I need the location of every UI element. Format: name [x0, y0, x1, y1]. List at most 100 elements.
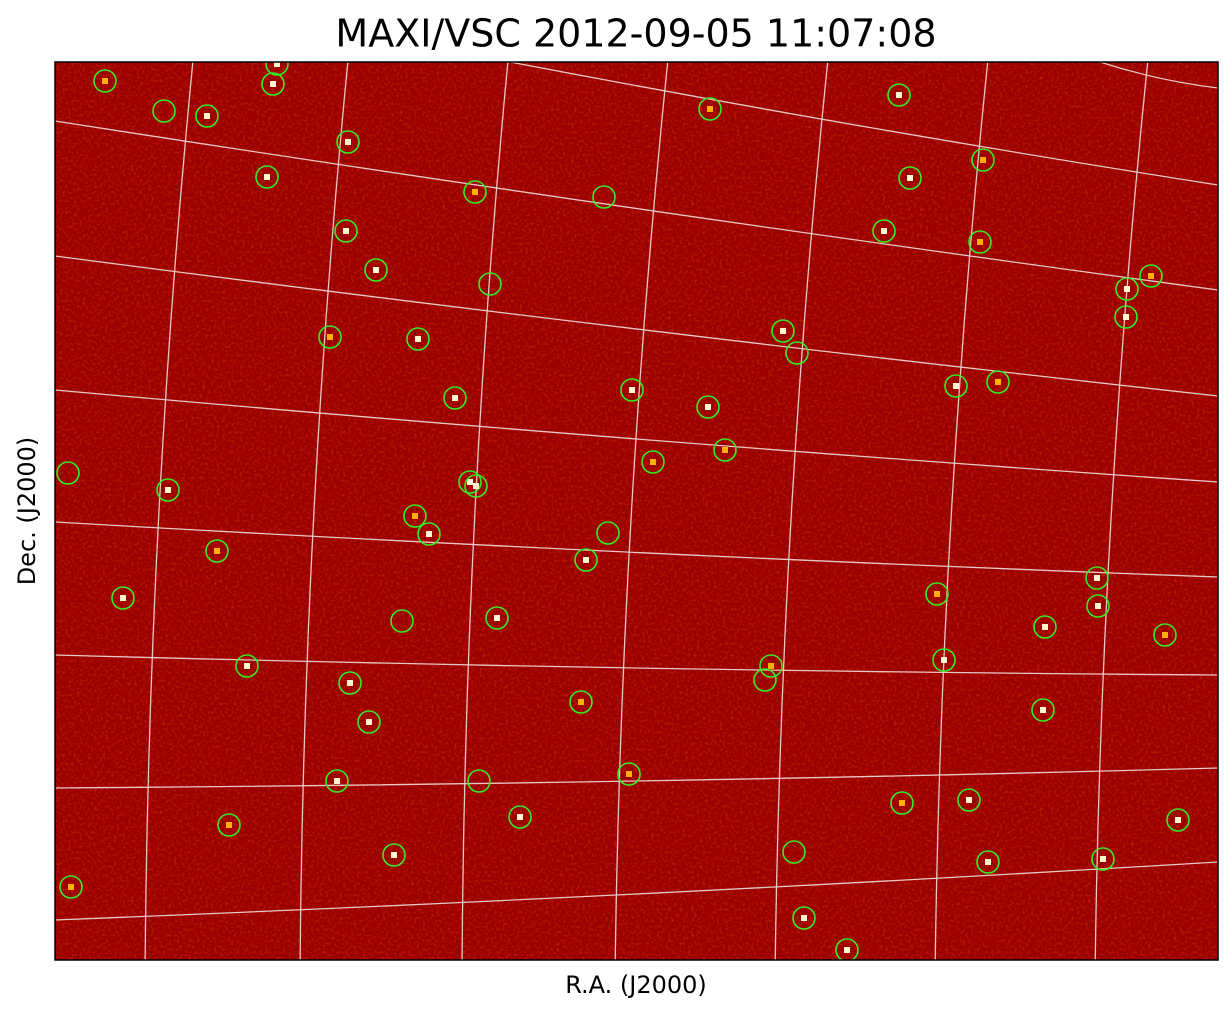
source-spot	[780, 328, 786, 334]
dec-grid-line	[509, 62, 1218, 186]
source-spot	[801, 915, 807, 921]
source-circle	[156, 478, 180, 502]
source-spot	[768, 663, 774, 669]
source-spot	[473, 483, 479, 489]
source-spot	[391, 852, 397, 858]
source-spot	[1123, 314, 1129, 320]
source-spot	[204, 113, 210, 119]
source-circle	[458, 470, 482, 494]
source-circle	[753, 668, 777, 692]
source-circle	[325, 769, 349, 793]
source-circle	[364, 258, 388, 282]
source-spot	[426, 531, 432, 537]
source-spot	[412, 513, 418, 519]
source-circle	[1114, 305, 1138, 329]
source-spot	[345, 139, 351, 145]
source-spot	[953, 383, 959, 389]
sources	[56, 62, 1190, 960]
ra-grid-line	[299, 62, 349, 960]
source-circle	[403, 504, 427, 528]
source-spot	[977, 239, 983, 245]
ra-grid-line	[144, 62, 194, 960]
source-circle	[406, 327, 430, 351]
source-spot	[415, 336, 421, 342]
source-circle	[596, 521, 620, 545]
source-spot	[517, 814, 523, 820]
source-spot	[626, 771, 632, 777]
source-spot	[214, 548, 220, 554]
source-spot	[583, 557, 589, 563]
source-circle	[59, 875, 83, 899]
source-circle	[1139, 264, 1163, 288]
source-circle	[898, 166, 922, 190]
source-circle	[205, 539, 229, 563]
source-circle	[641, 450, 665, 474]
source-circle	[968, 230, 992, 254]
source-circle	[835, 938, 859, 960]
source-circle	[592, 185, 616, 209]
source-spot	[373, 267, 379, 273]
source-spot	[244, 663, 250, 669]
dec-grid-line	[55, 654, 1218, 676]
source-circle	[620, 378, 644, 402]
source-circle	[485, 606, 509, 630]
source-circle	[255, 165, 279, 189]
source-circle	[944, 374, 968, 398]
source-circle	[318, 325, 342, 349]
image-noise	[55, 62, 1218, 960]
dec-grid-line	[1099, 62, 1218, 89]
source-circle	[265, 62, 289, 76]
dec-grid-line	[55, 861, 1218, 921]
source-spot	[934, 591, 940, 597]
source-spot	[980, 157, 986, 163]
source-circle	[976, 850, 1000, 874]
source-spot	[264, 174, 270, 180]
source-circle	[390, 609, 414, 633]
source-circle	[1091, 847, 1115, 871]
source-circle	[478, 272, 502, 296]
ra-grid-line	[774, 62, 829, 960]
source-circle	[195, 104, 219, 128]
source-spot	[1042, 624, 1048, 630]
sky-image	[55, 62, 1218, 960]
source-circle	[785, 341, 809, 365]
source-circle	[261, 72, 285, 96]
source-spot	[274, 62, 280, 67]
source-circle	[890, 791, 914, 815]
ra-grid-line	[614, 62, 669, 960]
source-spot	[995, 379, 1001, 385]
source-circle	[463, 180, 487, 204]
source-circle	[887, 83, 911, 107]
source-spot	[707, 106, 713, 112]
source-circle	[932, 648, 956, 672]
source-spot	[1094, 575, 1100, 581]
source-spot	[68, 884, 74, 890]
source-spot	[705, 404, 711, 410]
source-circle	[696, 395, 720, 419]
dec-grid-line	[55, 521, 1218, 578]
source-spot	[327, 334, 333, 340]
source-circle	[782, 840, 806, 864]
source-spot	[881, 228, 887, 234]
source-circle	[771, 319, 795, 343]
source-circle	[792, 906, 816, 930]
source-spot	[629, 387, 635, 393]
source-circle	[464, 474, 488, 498]
source-circle	[617, 762, 641, 786]
ra-grid-line	[1094, 62, 1149, 960]
source-circle	[1033, 615, 1057, 639]
source-circle	[1153, 623, 1177, 647]
source-spot	[165, 487, 171, 493]
source-circle	[925, 582, 949, 606]
source-circle	[971, 148, 995, 172]
source-circle	[574, 548, 598, 572]
source-circle	[569, 690, 593, 714]
source-spot	[120, 595, 126, 601]
source-spot	[844, 947, 850, 953]
source-spot	[650, 459, 656, 465]
source-spot	[1175, 817, 1181, 823]
source-spot	[366, 719, 372, 725]
source-circle	[93, 69, 117, 93]
